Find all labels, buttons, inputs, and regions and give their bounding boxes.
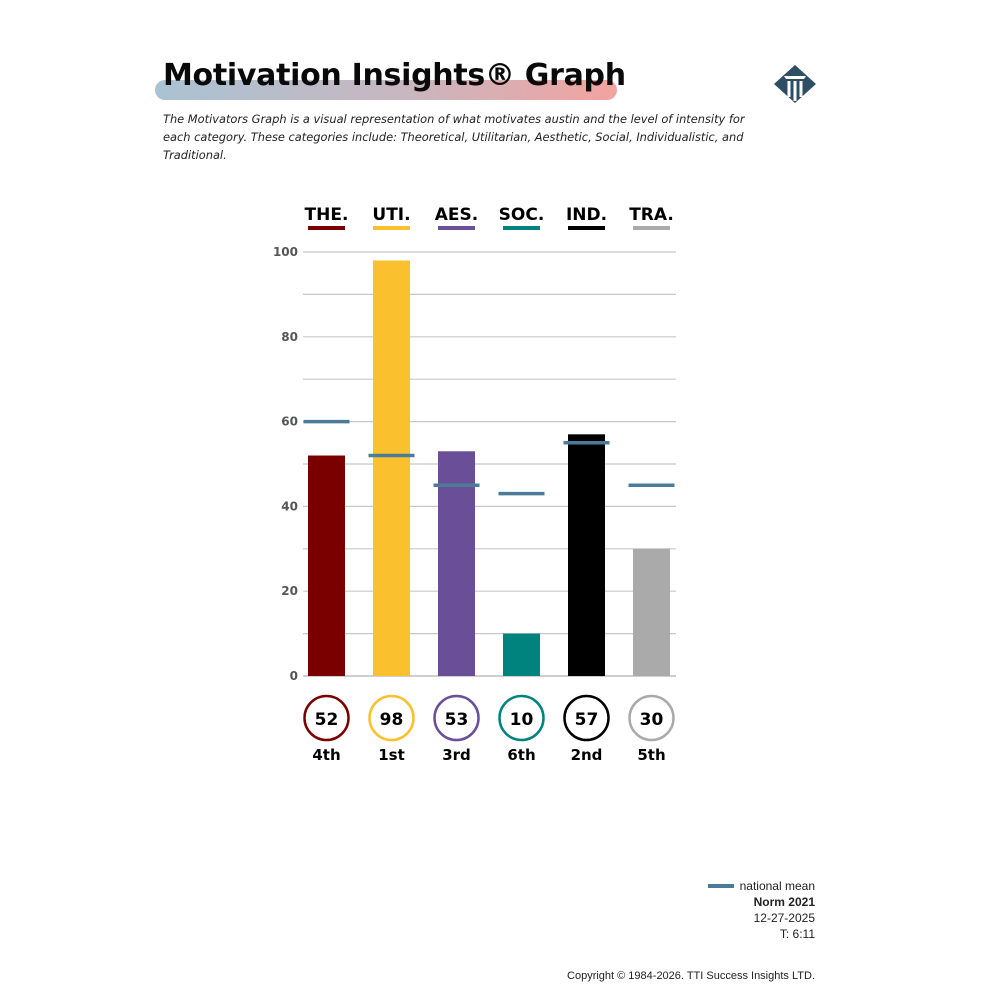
national-mean-swatch <box>707 884 734 888</box>
bar <box>308 455 345 676</box>
rank-label: 1st <box>378 746 405 764</box>
category-color-swatch <box>373 226 410 230</box>
score-value: 30 <box>640 710 664 730</box>
category-label: SOC. <box>499 205 545 225</box>
y-tick-label: 20 <box>281 584 298 598</box>
bar <box>503 633 540 676</box>
score-value: 10 <box>510 710 534 730</box>
motivators-bar-chart: 0 20 40 60 80 100 THE. 52 4th UTI. 98 1st AES. 53 3rd S… <box>273 205 676 764</box>
rank-label: 6th <box>507 746 535 764</box>
score-circle <box>563 694 610 742</box>
category-color-swatch <box>633 226 670 230</box>
score-value: 52 <box>315 710 339 730</box>
score-value: 98 <box>380 710 404 730</box>
score-circle <box>433 694 480 742</box>
category-label: THE. <box>305 205 349 225</box>
norm-label: Norm 2021 <box>753 895 815 909</box>
category-color-swatch <box>503 226 540 230</box>
bar <box>438 451 475 676</box>
category-label: UTI. <box>372 205 410 225</box>
rank-label: 2nd <box>571 746 603 764</box>
score-circle <box>303 694 350 742</box>
rank-label: 5th <box>637 746 665 764</box>
tti-logo-icon <box>774 65 816 103</box>
category-label: TRA. <box>629 205 674 225</box>
legend-national-mean: national mean <box>707 878 815 894</box>
y-tick-label: 40 <box>281 499 298 513</box>
report-date: 12-27-2025 <box>753 911 815 925</box>
y-tick-label: 60 <box>281 415 298 429</box>
copyright-text: Copyright © 1984-2026. TTI Success Insig… <box>567 970 815 982</box>
score-circle <box>368 694 415 742</box>
category-label: AES. <box>435 205 478 225</box>
score-circle <box>498 694 545 742</box>
legend: national mean Norm 2021 12-27-2025 T: 6:… <box>707 878 815 942</box>
bar <box>568 434 605 676</box>
category-color-swatch <box>308 226 345 230</box>
score-value: 57 <box>575 710 599 730</box>
y-tick-label: 0 <box>290 669 298 683</box>
category-color-swatch <box>438 226 475 230</box>
national-mean-label: national mean <box>739 879 815 893</box>
score-circle <box>628 694 675 742</box>
bar <box>373 260 410 676</box>
page-title: Motivation Insights® Graph <box>163 58 626 93</box>
report-time: T: 6:11 <box>779 927 815 941</box>
bar <box>633 548 670 676</box>
score-value: 53 <box>445 710 469 730</box>
category-color-swatch <box>568 226 605 230</box>
description-text: The Motivators Graph is a visual represe… <box>163 112 745 162</box>
y-tick-label: 80 <box>281 330 298 344</box>
rank-label: 3rd <box>442 746 471 764</box>
rank-label: 4th <box>312 746 340 764</box>
y-tick-label: 100 <box>273 245 298 259</box>
category-label: IND. <box>566 205 607 225</box>
title-highlight-band <box>155 80 617 100</box>
